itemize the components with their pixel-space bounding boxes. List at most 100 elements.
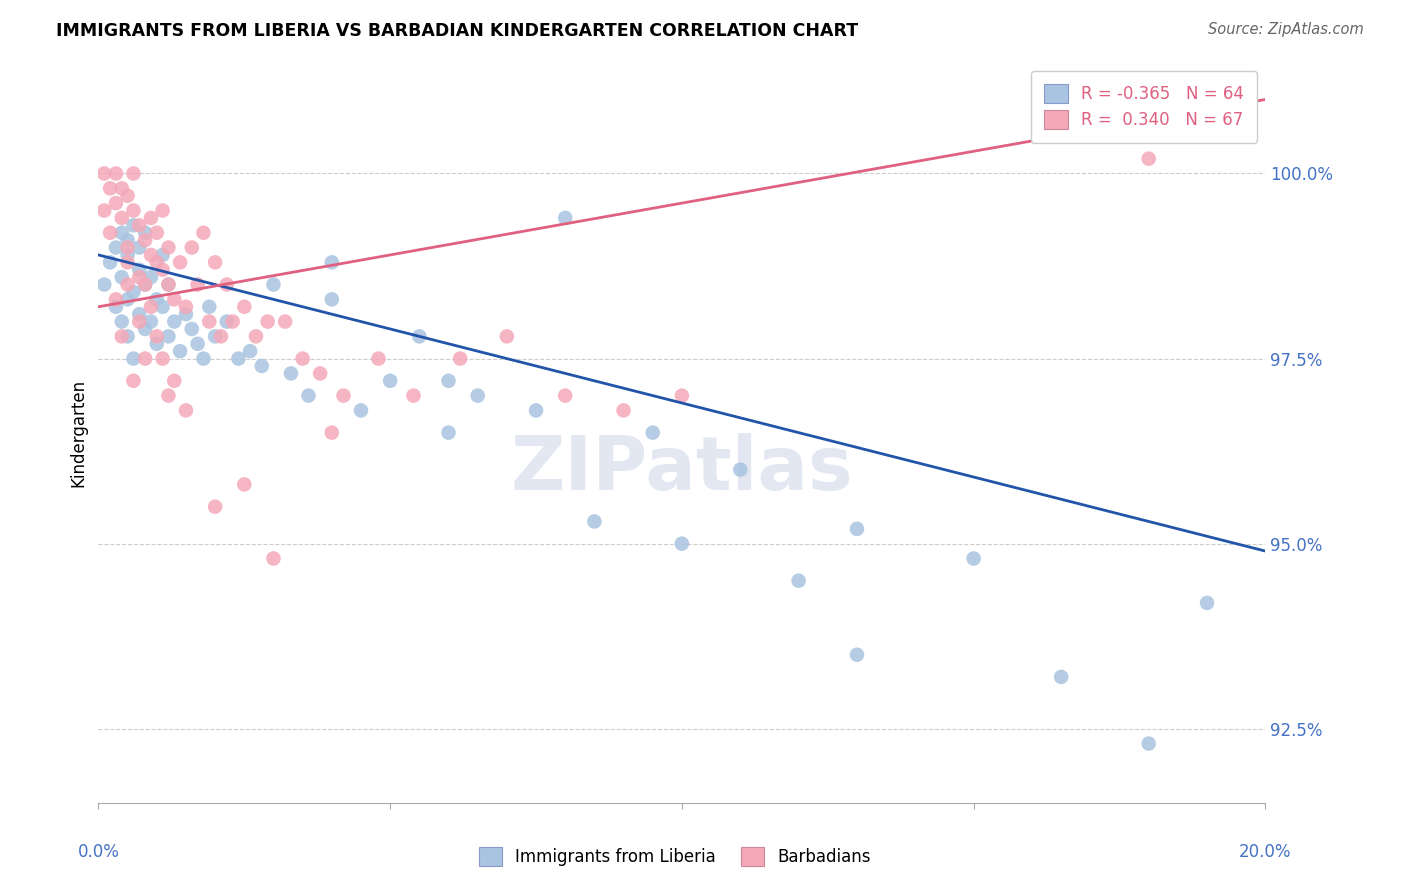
Point [134, 351, 156, 366]
Point [93, 203, 115, 218]
Point [122, 351, 145, 366]
Point [187, 277, 209, 292]
Point [104, 300, 127, 314]
Point [198, 300, 221, 314]
Point [671, 389, 693, 403]
Point [274, 315, 297, 329]
Point [641, 425, 664, 440]
Point [846, 522, 869, 536]
Point [139, 211, 162, 225]
Point [98, 226, 121, 240]
Point [297, 389, 319, 403]
Point [204, 255, 226, 269]
Point [134, 226, 156, 240]
Point [321, 293, 343, 307]
Point [204, 500, 226, 514]
Point [321, 255, 343, 269]
Point [233, 477, 256, 491]
Point [134, 277, 156, 292]
Point [169, 344, 191, 359]
Point [554, 211, 576, 225]
Text: 20.0%: 20.0% [1239, 843, 1292, 861]
Point [128, 262, 150, 277]
Point [291, 351, 314, 366]
Point [146, 255, 169, 269]
Point [134, 277, 156, 292]
Point [554, 389, 576, 403]
Point [233, 300, 256, 314]
Point [122, 374, 145, 388]
Point [437, 425, 460, 440]
Point [332, 389, 354, 403]
Y-axis label: Kindergarten: Kindergarten [69, 378, 87, 487]
Point [256, 315, 278, 329]
Point [787, 574, 810, 588]
Point [122, 203, 145, 218]
Point [157, 241, 180, 255]
Point [93, 277, 115, 292]
Point [193, 226, 215, 240]
Point [671, 536, 693, 550]
Point [157, 329, 180, 343]
Point [524, 403, 547, 417]
Point [117, 188, 139, 202]
Point [117, 248, 139, 262]
Point [193, 351, 215, 366]
Legend: R = -0.365   N = 64, R =  0.340   N = 67: R = -0.365 N = 64, R = 0.340 N = 67 [1031, 70, 1257, 143]
Point [104, 293, 127, 307]
Point [250, 359, 273, 373]
Point [111, 270, 134, 285]
Point [128, 307, 150, 321]
Point [174, 307, 197, 321]
Point [157, 277, 180, 292]
Point [321, 425, 343, 440]
Point [157, 389, 180, 403]
Point [134, 233, 156, 247]
Point [613, 403, 636, 417]
Point [215, 315, 238, 329]
Point [221, 315, 243, 329]
Point [350, 403, 373, 417]
Point [1050, 670, 1073, 684]
Point [128, 270, 150, 285]
Point [152, 262, 174, 277]
Point [152, 248, 174, 262]
Point [139, 315, 162, 329]
Point [228, 351, 250, 366]
Point [134, 322, 156, 336]
Point [198, 315, 221, 329]
Point [139, 300, 162, 314]
Point [309, 367, 332, 381]
Point [187, 336, 209, 351]
Legend: Immigrants from Liberia, Barbadians: Immigrants from Liberia, Barbadians [470, 838, 880, 875]
Point [583, 515, 606, 529]
Point [280, 367, 302, 381]
Point [1137, 152, 1160, 166]
Point [157, 277, 180, 292]
Point [846, 648, 869, 662]
Text: ZIPatlas: ZIPatlas [510, 434, 853, 506]
Point [437, 374, 460, 388]
Point [408, 329, 430, 343]
Point [117, 329, 139, 343]
Point [128, 219, 150, 233]
Point [98, 255, 121, 269]
Point [174, 403, 197, 417]
Point [122, 285, 145, 299]
Point [122, 167, 145, 181]
Point [104, 167, 127, 181]
Point [146, 293, 169, 307]
Point [215, 277, 238, 292]
Point [117, 241, 139, 255]
Point [367, 351, 389, 366]
Point [204, 329, 226, 343]
Point [402, 389, 425, 403]
Text: IMMIGRANTS FROM LIBERIA VS BARBADIAN KINDERGARTEN CORRELATION CHART: IMMIGRANTS FROM LIBERIA VS BARBADIAN KIN… [56, 22, 859, 40]
Point [111, 181, 134, 195]
Point [1195, 596, 1218, 610]
Point [262, 277, 284, 292]
Point [163, 374, 186, 388]
Point [139, 270, 162, 285]
Point [117, 277, 139, 292]
Point [174, 300, 197, 314]
